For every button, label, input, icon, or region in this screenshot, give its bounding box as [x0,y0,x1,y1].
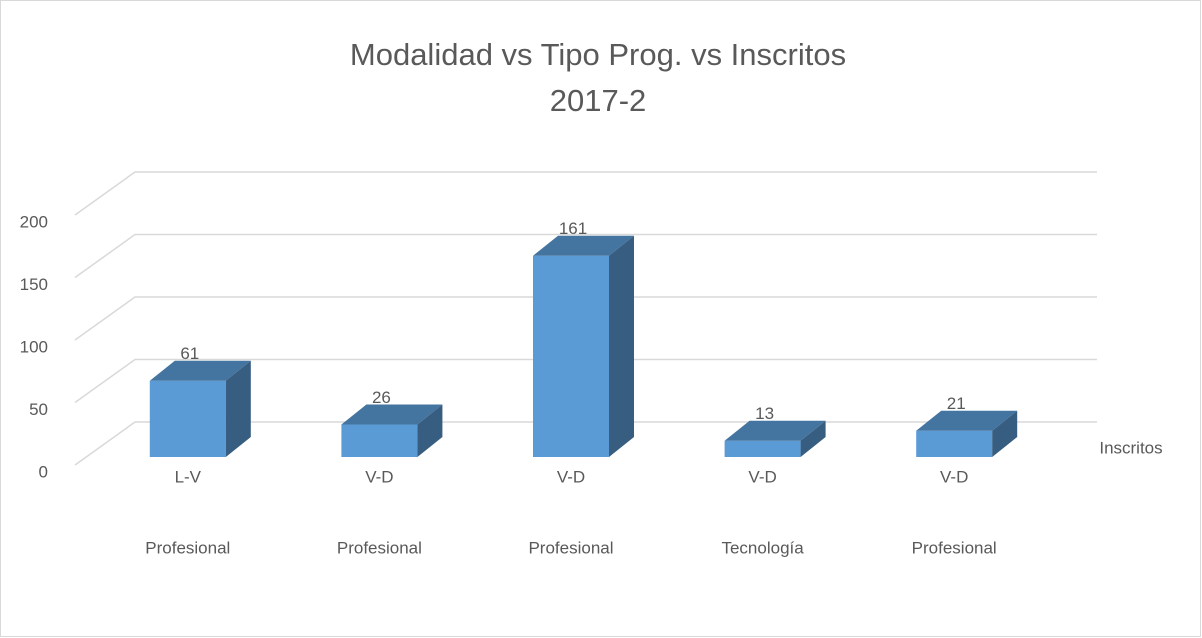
x-tick-label: V-D [365,467,393,486]
x-group-label: Tecnología [721,538,804,557]
data-label: 13 [755,404,774,423]
chart-subtitle: 2017-2 [550,83,647,118]
grid-line [74,296,1097,341]
data-label: 26 [372,388,391,407]
x-tick-label: V-D [748,467,776,486]
bar-top [149,360,251,381]
grid-line [74,171,1097,216]
data-label: 21 [947,394,966,413]
y-tick-label: 150 [20,275,48,294]
x-tick-label: V-D [557,467,585,486]
bar-front [341,424,418,457]
grid-line [74,358,1097,404]
bar-side [992,410,1018,457]
bar [533,235,634,457]
y-tick-label: 100 [20,337,48,356]
x-tick-label: V-D [940,467,968,486]
bar-top [533,235,634,256]
bar-front [916,430,993,457]
bar-front [149,380,226,457]
x-tick-label: L-V [175,467,202,486]
bar-front [533,255,609,457]
bar-side [225,360,251,457]
bar [341,404,443,457]
grid-line [74,233,1097,279]
bar-front [724,440,801,457]
y-tick-label: 200 [20,212,48,231]
y-tick-label: 50 [29,400,48,419]
bar-side [417,404,443,457]
data-label: 61 [180,344,199,363]
chart-title: Modalidad vs Tipo Prog. vs Inscritos [350,37,846,72]
x-group-label: Profesional [145,538,230,557]
bar-side [800,420,826,457]
bar [724,420,826,457]
x-group-label: Profesional [528,538,613,557]
bar-top [916,410,1018,431]
data-label: 161 [559,219,587,238]
bar-top [724,420,826,441]
bar [149,360,251,457]
x-group-label: Profesional [337,538,422,557]
series-label: Inscritos [1099,438,1162,457]
y-tick-label: 0 [39,462,48,481]
bar-top [341,404,443,425]
x-group-label: Profesional [912,538,997,557]
bar-side [609,235,634,457]
bar [916,410,1018,457]
